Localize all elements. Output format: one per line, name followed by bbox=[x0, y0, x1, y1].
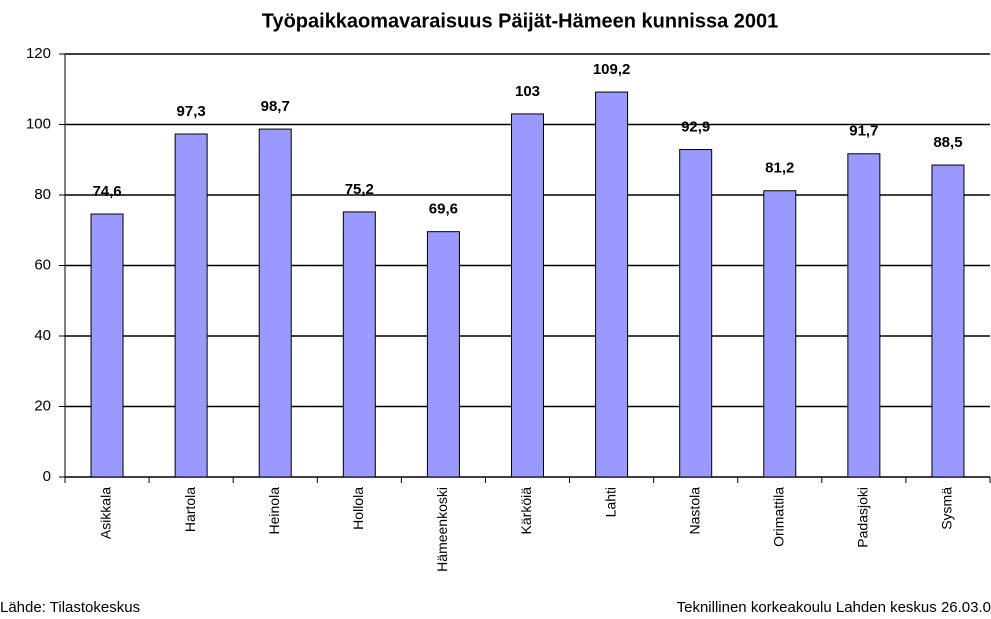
y-tick-label: 80 bbox=[34, 186, 51, 203]
value-label: 75,2 bbox=[345, 181, 374, 198]
x-tick-label: Hollola bbox=[350, 487, 366, 530]
y-tick-label: 120 bbox=[26, 45, 51, 62]
bar bbox=[847, 153, 881, 478]
y-tick-label: 0 bbox=[43, 468, 51, 485]
source-note: Lähde: Tilastokeskus bbox=[0, 599, 140, 616]
bar bbox=[258, 128, 292, 478]
x-tick-label: Hämeenkoski bbox=[434, 487, 450, 572]
value-label: 91,7 bbox=[849, 123, 878, 140]
value-label: 88,5 bbox=[933, 134, 962, 151]
y-tick-label: 20 bbox=[34, 397, 51, 414]
bar bbox=[931, 164, 965, 478]
bar bbox=[90, 213, 124, 478]
x-tick-label: Lahti bbox=[602, 487, 618, 517]
x-tick-label: Kärköiä bbox=[518, 487, 534, 535]
x-tick-label: Sysmä bbox=[939, 487, 955, 530]
x-tick-label: Heinola bbox=[266, 487, 282, 535]
bar bbox=[342, 211, 376, 478]
bar bbox=[511, 113, 544, 478]
x-tick-label: Padasjoki bbox=[855, 487, 871, 548]
x-tick-label: Hartola bbox=[182, 487, 198, 532]
x-tick-label: Asikkala bbox=[98, 487, 114, 539]
value-label: 109,2 bbox=[593, 61, 631, 78]
value-label: 69,6 bbox=[429, 201, 458, 218]
bar bbox=[679, 149, 713, 478]
bar bbox=[174, 133, 208, 478]
value-label: 74,6 bbox=[92, 183, 121, 200]
bar bbox=[763, 190, 797, 478]
value-label: 81,2 bbox=[765, 160, 794, 177]
chart-title: Työpaikkaomavaraisuus Päijät-Hämeen kunn… bbox=[262, 10, 779, 32]
x-tick-label: Orimattila bbox=[770, 487, 786, 547]
y-tick-label: 100 bbox=[26, 115, 51, 132]
value-label: 97,3 bbox=[177, 103, 206, 120]
y-tick-label: 60 bbox=[34, 256, 51, 273]
y-tick-label: 40 bbox=[34, 327, 51, 344]
bar bbox=[426, 231, 460, 478]
credit-note: Teknillinen korkeakoulu Lahden keskus 26… bbox=[677, 599, 991, 616]
x-tick-label: Nastola bbox=[686, 487, 702, 535]
value-label: 92,9 bbox=[681, 118, 710, 135]
bar bbox=[595, 91, 629, 478]
value-label: 98,7 bbox=[261, 98, 290, 115]
value-label: 103 bbox=[515, 83, 540, 100]
